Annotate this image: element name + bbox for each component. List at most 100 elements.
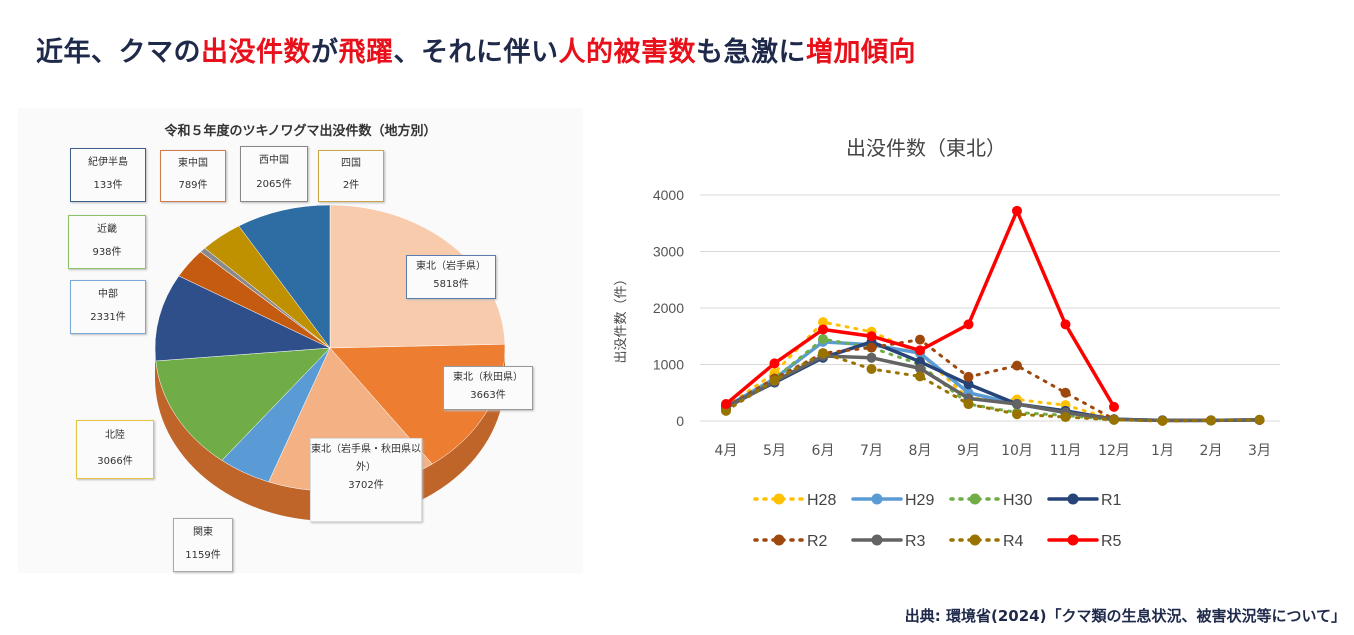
pie-chart [154,204,506,521]
data-point-R4 [769,375,780,386]
pie-label-value: 2件 [342,180,360,191]
pie-label-value: 2065件 [256,179,292,190]
series-line-R4 [724,351,1261,423]
legend-marker-R2 [773,534,785,546]
pie-data-label: 近畿 938件 [68,215,146,269]
data-point-R5 [1012,205,1022,216]
pie-data-label: 北陸 3066件 [76,420,154,479]
line-chart-title: 出没件数（東北） [846,136,1006,160]
data-point-H28 [818,317,828,328]
data-point-R4 [1206,415,1216,426]
data-point-R4 [1012,409,1022,420]
title-highlight: 飛躍 [338,37,394,68]
pie-slice [155,347,331,461]
pie-label-value: 938件 [92,247,122,258]
data-point-R5 [1109,401,1119,412]
legend-marker-H29 [871,493,883,505]
data-point-R2 [866,342,877,353]
pie-data-label: 西中国 2065件 [240,146,308,202]
title-part: が [311,37,339,68]
pie-label-value: 3663件 [470,390,506,401]
y-tick-label: 4000 [653,187,684,203]
legend-marker-R1 [1067,493,1079,505]
pie-data-label: 東北（秋田県） 3663件 [443,366,533,410]
x-tick-label: 11月 [1050,443,1082,459]
pie-label-value: 1159件 [185,550,221,561]
legend-marker-R3 [871,534,883,546]
title-highlight: 出没件数 [201,37,311,68]
x-tick-label: 12月 [1098,443,1130,459]
series-line-H30 [724,337,1261,422]
legend-label-R1: R1 [1101,492,1122,509]
title-highlight: 増加傾向 [806,37,916,68]
pie-data-label: 中部 2331件 [70,280,146,334]
data-point-R4 [1060,412,1071,423]
x-tick-label: 2月 [1200,443,1223,459]
legend-label-H30: H30 [1003,492,1032,509]
data-point-R5 [866,331,877,342]
data-point-R5 [915,345,925,356]
pie-data-label: 四国 2件 [318,150,384,202]
data-point-R3 [915,363,925,374]
page-title: 近年、クマの出没件数が飛躍、それに伴い人的被害数も急激に増加傾向 [36,30,916,69]
data-point-R4 [1157,416,1168,426]
data-point-R4 [866,364,877,375]
pie-label-name: 近畿 [97,224,117,235]
source-citation: 出典: 環境省(2024)「クマ類の生息状況、被害状況等について」 [904,607,1346,625]
pie-label-value: 789件 [178,180,208,191]
y-tick-label: 1000 [653,357,684,373]
data-point-R5 [721,399,731,410]
title-part: も急激に [696,37,806,68]
legend-label-R5: R5 [1101,533,1122,550]
series-line-H28 [724,320,1261,422]
pie-label-name: 四国 [341,158,361,169]
data-point-R4 [1254,414,1265,425]
pie-label-name: 東北（秋田県） [453,372,523,383]
data-point-R2 [963,371,974,382]
pie-label-value: 3702件 [348,480,384,491]
title-part: 近年、クマの [36,37,201,68]
data-point-R4 [1109,414,1119,425]
data-point-R2 [915,334,925,345]
legend-marker-R4 [969,534,981,546]
x-tick-label: 4月 [715,443,738,459]
legend-marker-H30 [969,493,981,505]
legend-label-R2: R2 [807,533,828,550]
pie-label-name: 北陸 [105,430,125,441]
data-point-R4 [963,399,974,410]
data-point-R3 [1012,399,1022,410]
title-highlight: 人的被害数 [558,37,696,68]
y-axis-label: 出没件数（件） [614,272,629,363]
x-tick-label: 1月 [1151,443,1174,459]
data-point-R2 [1060,387,1071,398]
pie-label-name: 関東 [193,527,213,538]
pie-label-name: 東中国 [178,158,208,169]
x-tick-label: 5月 [763,443,786,459]
pie-slice [154,275,331,362]
y-tick-label: 0 [676,413,684,429]
x-tick-label: 7月 [860,443,883,459]
pie-data-label: 関東 1159件 [173,518,233,572]
pie-label-name: 東北（岩手県） [416,261,486,272]
legend-label-R3: R3 [905,533,926,550]
pie-data-label: 東北（岩手県） 5818件 [406,255,496,299]
pie-label-value: 2331件 [90,312,126,323]
data-point-R3 [866,352,877,363]
pie-data-label: 紀伊半島 133件 [70,148,146,202]
pie-label-name: 東北（岩手県・秋田県以外） [311,444,421,473]
data-point-H30 [818,334,828,345]
data-point-R1 [963,379,974,390]
pie-data-label: 東中国 789件 [160,150,226,202]
data-point-R4 [915,371,925,382]
data-point-R5 [769,358,780,369]
series-line-R3 [724,354,1262,423]
legend-label-H29: H29 [905,492,934,509]
legend-marker-H28 [773,493,785,505]
data-point-R5 [1060,319,1071,330]
pie-slice [238,204,331,349]
pie-chart-panel: 令和５年度のツキノワグマ出没件数（地方別） 東北（岩手県） 5818件 東北（秋田県… [18,108,583,573]
pie-label-name: 西中国 [259,155,289,166]
y-tick-label: 3000 [653,244,684,260]
x-tick-label: 10月 [1001,443,1033,459]
x-tick-label: 6月 [812,443,835,459]
